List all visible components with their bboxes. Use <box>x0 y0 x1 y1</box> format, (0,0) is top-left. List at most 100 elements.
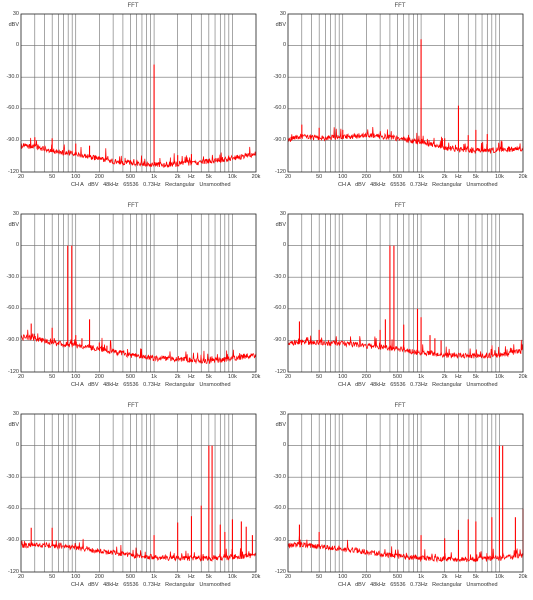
y-tick-label: 0 <box>15 242 19 249</box>
y-axis-label: dBV <box>8 22 19 28</box>
y-tick-label: -90.0 <box>273 336 286 343</box>
fft-panel: FFTCLIOdBV300-30.0-60.0-90.0-12020501002… <box>0 0 266 200</box>
x-tick-label: 2k <box>174 574 181 580</box>
x-tick-label: 2k <box>174 174 181 180</box>
y-axis-label: dBV <box>8 422 19 428</box>
y-tick-label: 0 <box>15 42 19 49</box>
fft-plot <box>20 13 257 173</box>
x-tick-label: 200 <box>94 174 104 180</box>
chart-title: FFT <box>127 3 139 9</box>
x-tick-label: 200 <box>361 574 371 580</box>
y-tick-label: 30 <box>12 10 19 17</box>
y-axis-label: dBV <box>8 222 19 228</box>
x-tick-label: 1k <box>418 374 424 380</box>
y-tick-label: -60.0 <box>6 505 19 512</box>
x-tick-label: 20k <box>251 574 261 580</box>
x-tick-label: 1k <box>151 374 157 380</box>
y-axis-label: dBV <box>275 222 286 228</box>
y-tick-label: -90.0 <box>6 536 19 543</box>
y-tick-label: -120 <box>7 368 19 375</box>
fft-plot <box>20 213 257 373</box>
y-tick-label: -60.0 <box>273 505 286 512</box>
measurement-info: CH A dBV 48kHz 65536 0.73Hz Rectangular … <box>71 582 231 588</box>
x-tick-label: 500 <box>392 574 403 580</box>
chart-title: FFT <box>394 403 406 409</box>
x-tick-label: 10k <box>494 374 504 380</box>
spectrum-trace <box>20 137 257 169</box>
x-tick-label: 100 <box>71 374 81 380</box>
chart-title: FFT <box>127 203 139 209</box>
x-tick-label: 20 <box>284 374 292 380</box>
x-tick-label: 50 <box>316 174 323 180</box>
y-tick-label: 30 <box>12 410 19 417</box>
x-tick-label: 20 <box>284 574 292 580</box>
y-tick-label: -30.0 <box>6 73 19 80</box>
y-tick-label: -30.0 <box>273 273 286 280</box>
fft-panel: FFTCLIOdBV300-30.0-60.0-90.0-12020501002… <box>0 400 266 600</box>
y-tick-label: -120 <box>274 368 286 375</box>
x-tick-label: 500 <box>392 374 403 380</box>
x-tick-label: 2k <box>441 174 448 180</box>
x-tick-label: 5k <box>472 174 479 180</box>
measurement-info: CH A dBV 48kHz 65536 0.73Hz Rectangular … <box>338 582 498 588</box>
x-tick-label: 200 <box>94 374 104 380</box>
y-axis-label: dBV <box>275 22 286 28</box>
measurement-info: CH A dBV 48kHz 65536 0.73Hz Rectangular … <box>71 182 231 188</box>
y-tick-label: -120 <box>7 168 19 175</box>
x-tick-label: 50 <box>316 574 323 580</box>
x-tick-label: 10k <box>494 574 504 580</box>
y-tick-label: -60.0 <box>6 105 19 112</box>
spectrum-trace <box>287 535 524 563</box>
x-tick-label: 10k <box>227 174 237 180</box>
y-tick-label: -30.0 <box>6 473 19 480</box>
x-tick-label: 1k <box>151 574 157 580</box>
x-tick-label: 20k <box>518 374 528 380</box>
x-tick-label: 10k <box>227 574 237 580</box>
x-tick-label: 100 <box>338 574 348 580</box>
y-tick-label: -30.0 <box>273 73 286 80</box>
y-axis-label: dBV <box>275 422 286 428</box>
spectrum-trace <box>287 127 524 155</box>
fft-panel: FFTCLIOdBV300-30.0-60.0-90.0-12020501002… <box>267 0 533 200</box>
y-tick-label: -30.0 <box>6 273 19 280</box>
x-tick-label: 5k <box>205 574 212 580</box>
x-tick-label: 500 <box>392 174 403 180</box>
x-tick-label: 200 <box>361 374 371 380</box>
spectrum-trace <box>20 538 257 563</box>
fft-panel: FFTCLIOdBV300-30.0-60.0-90.0-12020501002… <box>0 200 266 400</box>
x-tick-label: 10k <box>494 174 504 180</box>
y-tick-label: 30 <box>279 210 286 217</box>
x-tick-label: 200 <box>361 174 371 180</box>
y-tick-label: -90.0 <box>6 336 19 343</box>
fft-plot <box>20 413 257 573</box>
measurement-info: CH A dBV 48kHz 65536 0.73Hz Rectangular … <box>71 382 231 388</box>
x-tick-label: 20 <box>17 374 25 380</box>
x-tick-label: 500 <box>125 174 136 180</box>
x-tick-label: 5k <box>472 574 479 580</box>
spectrum-trace <box>287 335 524 360</box>
chart-title: FFT <box>127 403 139 409</box>
x-tick-label: 100 <box>71 574 81 580</box>
y-tick-label: -60.0 <box>6 305 19 312</box>
x-tick-label: 20k <box>518 174 528 180</box>
x-tick-label: 20 <box>17 574 25 580</box>
x-tick-label: 20k <box>518 574 528 580</box>
x-tick-label: 5k <box>205 174 212 180</box>
x-tick-label: 100 <box>338 374 348 380</box>
x-tick-label: Hz <box>188 374 195 380</box>
y-tick-label: -90.0 <box>273 136 286 143</box>
x-tick-label: 50 <box>49 174 56 180</box>
x-tick-label: 500 <box>125 574 136 580</box>
fft-plot <box>287 13 524 173</box>
x-tick-label: 20 <box>284 174 292 180</box>
y-tick-label: -120 <box>274 168 286 175</box>
x-tick-label: 50 <box>49 374 56 380</box>
x-tick-label: 2k <box>441 574 448 580</box>
x-tick-label: 1k <box>151 174 157 180</box>
x-tick-label: 2k <box>174 374 181 380</box>
x-tick-label: 100 <box>338 174 348 180</box>
y-tick-label: -90.0 <box>6 136 19 143</box>
y-tick-label: -120 <box>274 568 286 575</box>
x-tick-label: 10k <box>227 374 237 380</box>
y-tick-label: 30 <box>279 410 286 417</box>
